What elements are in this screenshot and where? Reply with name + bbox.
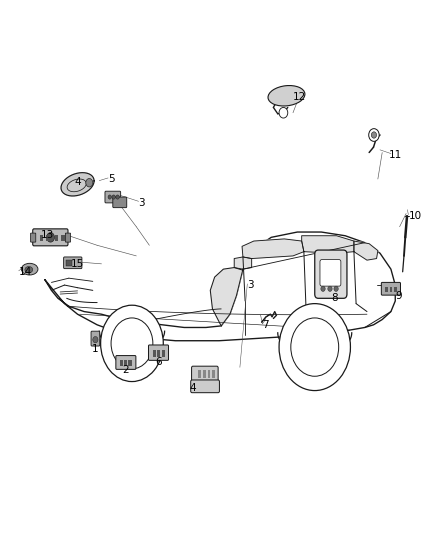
Bar <box>157 350 160 357</box>
Text: 9: 9 <box>395 290 402 301</box>
Text: 3: 3 <box>138 198 145 208</box>
Polygon shape <box>354 241 378 260</box>
Circle shape <box>334 286 338 292</box>
Polygon shape <box>61 173 94 196</box>
FancyBboxPatch shape <box>33 229 68 246</box>
Bar <box>120 360 123 366</box>
Text: 4: 4 <box>74 176 81 187</box>
Bar <box>198 370 201 378</box>
Text: 4: 4 <box>190 383 196 393</box>
Bar <box>394 287 396 292</box>
Bar <box>61 235 65 241</box>
Polygon shape <box>210 268 243 326</box>
Text: 12: 12 <box>293 92 306 102</box>
Bar <box>66 260 72 266</box>
Bar <box>40 235 43 241</box>
Bar <box>390 287 392 292</box>
Circle shape <box>279 108 288 118</box>
Polygon shape <box>302 236 354 253</box>
Text: 14: 14 <box>19 267 32 277</box>
FancyBboxPatch shape <box>381 282 400 295</box>
Circle shape <box>101 305 163 382</box>
Polygon shape <box>278 333 352 356</box>
Circle shape <box>108 195 112 199</box>
FancyBboxPatch shape <box>31 233 36 242</box>
Text: 10: 10 <box>408 211 421 221</box>
Circle shape <box>321 286 325 292</box>
Bar <box>128 360 131 366</box>
Text: 2: 2 <box>122 365 129 375</box>
Text: 15: 15 <box>71 259 84 269</box>
Circle shape <box>328 286 332 292</box>
Circle shape <box>291 318 339 376</box>
FancyBboxPatch shape <box>64 257 82 269</box>
Text: 5: 5 <box>108 174 115 184</box>
Polygon shape <box>242 239 304 259</box>
Text: 3: 3 <box>247 280 254 290</box>
Circle shape <box>279 304 350 391</box>
Circle shape <box>47 232 54 242</box>
Text: 7: 7 <box>262 320 269 330</box>
Bar <box>55 235 58 241</box>
Ellipse shape <box>25 266 33 273</box>
FancyBboxPatch shape <box>91 331 100 346</box>
FancyBboxPatch shape <box>148 345 169 360</box>
Bar <box>385 287 388 292</box>
Bar <box>208 370 210 378</box>
FancyBboxPatch shape <box>191 380 219 393</box>
Bar <box>203 370 205 378</box>
Text: 13: 13 <box>41 230 54 240</box>
Bar <box>212 370 215 378</box>
FancyBboxPatch shape <box>315 250 347 298</box>
Bar <box>124 360 127 366</box>
Polygon shape <box>45 232 395 341</box>
Circle shape <box>111 318 153 369</box>
Ellipse shape <box>21 263 38 275</box>
FancyBboxPatch shape <box>191 366 218 382</box>
Text: 1: 1 <box>92 344 98 354</box>
Circle shape <box>116 195 119 199</box>
Polygon shape <box>234 257 252 269</box>
Circle shape <box>112 195 116 199</box>
FancyBboxPatch shape <box>65 233 71 242</box>
Polygon shape <box>99 331 165 351</box>
Bar <box>162 350 165 357</box>
Circle shape <box>86 179 93 187</box>
Text: 11: 11 <box>389 150 402 160</box>
Bar <box>153 350 156 357</box>
FancyBboxPatch shape <box>113 197 127 208</box>
FancyBboxPatch shape <box>116 356 136 369</box>
FancyBboxPatch shape <box>320 260 341 286</box>
Bar <box>46 235 49 241</box>
Text: 6: 6 <box>155 357 161 367</box>
Circle shape <box>93 336 98 343</box>
Circle shape <box>371 132 377 138</box>
Circle shape <box>369 128 379 141</box>
Ellipse shape <box>268 85 305 106</box>
FancyBboxPatch shape <box>105 191 120 203</box>
Text: 8: 8 <box>331 293 338 303</box>
